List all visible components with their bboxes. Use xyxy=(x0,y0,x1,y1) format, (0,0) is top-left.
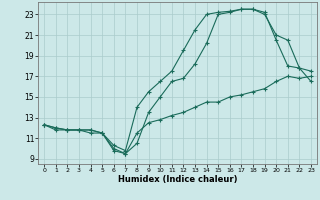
X-axis label: Humidex (Indice chaleur): Humidex (Indice chaleur) xyxy=(118,175,237,184)
